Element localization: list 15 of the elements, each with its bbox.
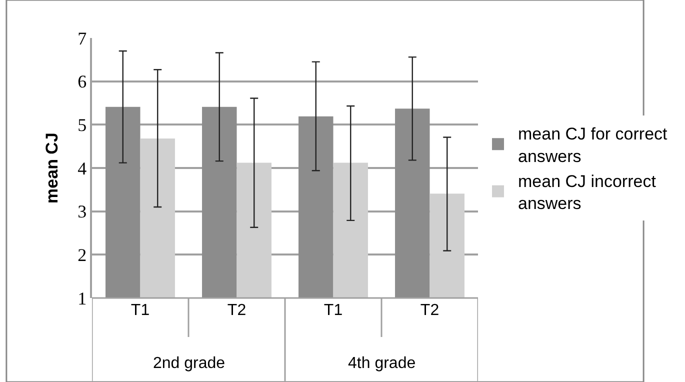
y-tick-label: 1 (78, 288, 87, 308)
x-tick-label: T2 (227, 302, 246, 319)
y-tick-label: 6 (78, 72, 87, 92)
x-tick-label: T2 (420, 302, 440, 319)
x-tick-label: T1 (130, 302, 150, 319)
text: 4th grade (348, 355, 416, 372)
x-tick-label: T1 (324, 302, 343, 319)
y-axis-title: mean CJ (42, 132, 62, 204)
y-tick-label: 3 (78, 202, 87, 222)
y-tick-label: 4 (78, 158, 87, 178)
y-tick-label: 5 (78, 114, 87, 135)
text: 2nd grade (153, 355, 226, 372)
y-tick-label: 7 (78, 28, 87, 48)
legend-label: mean CJ incorrect answers (518, 172, 656, 213)
y-tick-label: 2 (78, 244, 87, 265)
